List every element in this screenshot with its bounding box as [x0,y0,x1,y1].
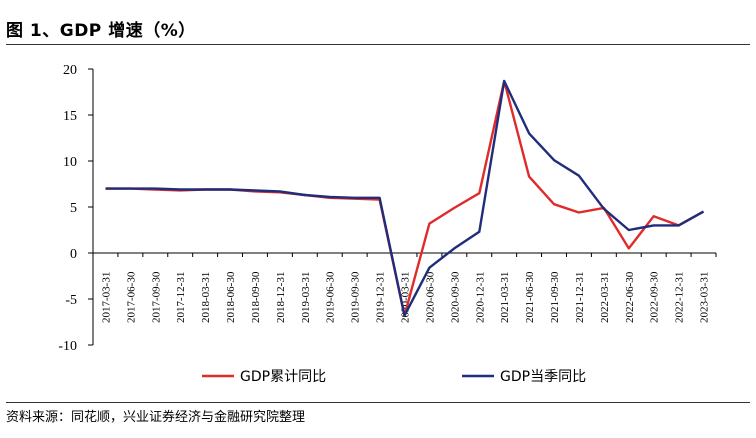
x-tick-label: 2021-09-30 [549,271,561,323]
y-tick-label: 15 [63,109,77,124]
x-tick-label: 2022-03-31 [599,272,611,323]
y-tick-label: 0 [70,247,77,262]
x-tick-label: 2019-12-31 [375,272,387,323]
series-line-quarterly [105,79,705,317]
x-tick-label: 2020-09-30 [449,271,461,323]
x-tick-labels: 2017-03-31 2017-06-30 2017-09-30 2017-12-31… [100,271,710,323]
legend-label-cumulative: GDP累计同比 [240,369,326,385]
x-tick-label: 2018-09-30 [250,271,262,323]
x-tick-label: 2022-09-30 [649,271,661,323]
x-tick-label: 2019-03-31 [300,272,312,323]
chart-title: 图 1、GDP 增速（%） [6,21,196,41]
legend: GDP累计同比 GDP当季同比 [202,369,586,385]
x-tick-label: 2019-06-30 [325,271,337,323]
x-tick-label: 2023-03-31 [699,272,711,323]
chart-axes [88,68,717,346]
x-tick-label: 2017-03-31 [100,272,112,323]
x-tick-label: 2022-06-30 [624,271,636,323]
y-tick-label: 5 [70,201,77,216]
series-lines [105,79,705,317]
y-tick-label: 10 [63,155,77,170]
y-tick-label: -10 [58,339,77,354]
y-tick-label: -5 [65,293,77,308]
source-note: 资料来源：同花顺，兴业证券经济与金融研究院整理 [6,410,306,425]
x-tick-label: 2021-03-31 [499,272,511,323]
x-tick-label: 2020-12-31 [474,272,486,323]
x-tick-label: 2022-12-31 [674,272,686,323]
x-tick-label: 2017-09-30 [150,271,162,323]
y-tick-label: 20 [63,63,77,78]
x-tick-label: 2018-06-30 [225,271,237,323]
top-divider [6,44,750,45]
legend-label-quarterly: GDP当季同比 [500,369,586,385]
x-tick-label: 2021-06-30 [524,271,536,323]
y-tick-labels: -10 -5 0 5 10 15 20 [58,63,77,354]
x-tick-label: 2017-06-30 [125,271,137,323]
x-tick-label: 2017-12-31 [175,272,187,323]
x-tick-label: 2020-06-30 [424,271,436,323]
bottom-divider [6,402,750,403]
x-tick-label: 2021-12-31 [574,272,586,323]
x-tick-label: 2018-12-31 [275,272,287,323]
x-tick-label: 2018-03-31 [200,272,212,323]
x-tick-label: 2019-09-30 [350,271,362,323]
